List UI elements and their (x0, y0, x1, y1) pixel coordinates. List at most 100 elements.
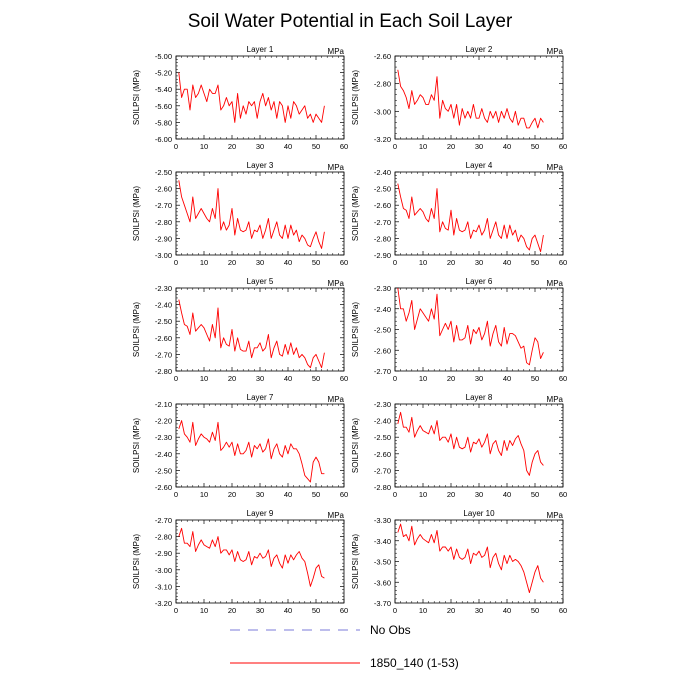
x-tick-label: 20 (447, 606, 455, 615)
y-tick-label: -3.00 (155, 566, 172, 575)
y-tick-label: -2.40 (374, 305, 391, 314)
y-tick-label: -2.70 (155, 201, 172, 210)
x-tick-label: 30 (256, 258, 264, 267)
x-tick-label: 20 (228, 490, 236, 499)
series-line (178, 420, 325, 483)
y-tick-label: -3.10 (155, 582, 172, 591)
y-tick-label: -2.50 (374, 185, 391, 194)
y-tick-label: -5.20 (155, 69, 172, 78)
x-tick-label: 40 (284, 258, 292, 267)
x-tick-label: 50 (312, 490, 320, 499)
x-tick-label: 20 (228, 142, 236, 151)
x-tick-label: 60 (340, 606, 348, 615)
x-tick-label: 10 (419, 490, 427, 499)
y-tick-label: -2.30 (155, 284, 172, 293)
panel-layer-1: Layer 1 MPa SOILPSI (MPa) 0 10 20 30 40 50 60 -5.0… (132, 45, 348, 151)
y-tick-label: -3.30 (374, 516, 391, 525)
y-axis-label: SOILPSI (MPa) (351, 186, 360, 241)
x-tick-label: 60 (559, 142, 567, 151)
x-tick-label: 40 (284, 606, 292, 615)
panel-title: Layer 2 (466, 45, 493, 54)
y-axis-label: SOILPSI (MPa) (132, 70, 141, 125)
panel-layer-4: Layer 4 MPa SOILPSI (MPa) 0 10 20 30 40 50 60 -2.4… (351, 161, 567, 267)
y-tick-label: -2.40 (374, 417, 391, 426)
y-tick-label: -6.00 (155, 135, 172, 144)
x-tick-label: 30 (475, 142, 483, 151)
plot-frame (394, 519, 564, 604)
x-tick-label: 60 (340, 490, 348, 499)
plot-frame (394, 403, 564, 488)
x-tick-label: 40 (284, 490, 292, 499)
unit-label: MPa (328, 163, 345, 172)
x-tick-label: 30 (256, 374, 264, 383)
y-tick-label: -2.30 (155, 433, 172, 442)
unit-label: MPa (328, 395, 345, 404)
x-tick-label: 0 (174, 490, 178, 499)
series-line (178, 180, 325, 249)
y-tick-label: -2.80 (155, 533, 172, 542)
y-tick-label: -2.70 (374, 466, 391, 475)
x-tick-label: 50 (531, 142, 539, 151)
panel-layer-5: Layer 5 MPa SOILPSI (MPa) 0 10 20 30 40 50 60 -2.3… (132, 277, 348, 383)
x-tick-label: 30 (475, 490, 483, 499)
x-tick-label: 0 (393, 374, 397, 383)
panel-title: Layer 1 (247, 45, 274, 54)
y-axis-label: SOILPSI (MPa) (351, 418, 360, 473)
y-tick-label: -3.70 (374, 599, 391, 608)
y-tick-label: -2.40 (374, 168, 391, 177)
legend: No Obs 1850_140 (1-53) (230, 623, 459, 670)
unit-label: MPa (547, 279, 564, 288)
y-tick-label: -2.20 (155, 417, 172, 426)
x-tick-label: 30 (256, 142, 264, 151)
y-tick-label: -5.80 (155, 118, 172, 127)
x-tick-label: 40 (503, 606, 511, 615)
x-tick-label: 20 (447, 142, 455, 151)
series-line (397, 523, 544, 594)
y-axis-label: SOILPSI (MPa) (351, 302, 360, 357)
panel-title: Layer 3 (247, 161, 274, 170)
x-tick-label: 20 (228, 374, 236, 383)
unit-label: MPa (547, 47, 564, 56)
panel-title: Layer 8 (466, 393, 493, 402)
y-tick-label: -5.00 (155, 52, 172, 61)
x-tick-label: 60 (559, 606, 567, 615)
panel-grid: Layer 1 MPa SOILPSI (MPa) 0 10 20 30 40 50 60 -5.0… (132, 45, 567, 615)
series-line (397, 183, 544, 253)
x-tick-label: 60 (340, 374, 348, 383)
x-tick-label: 20 (228, 606, 236, 615)
panel-layer-8: Layer 8 MPa SOILPSI (MPa) 0 10 20 30 40 50 60 -2.3… (351, 393, 567, 499)
series-line (178, 72, 325, 123)
x-tick-label: 10 (419, 258, 427, 267)
panel-title: Layer 5 (247, 277, 274, 286)
x-tick-label: 30 (475, 258, 483, 267)
y-tick-label: -2.60 (155, 334, 172, 343)
panel-layer-10: Layer 10 MPa SOILPSI (MPa) 0 10 20 30 40 50 60 -3.… (351, 509, 567, 615)
unit-label: MPa (328, 279, 345, 288)
y-tick-label: -2.80 (374, 483, 391, 492)
plot-frame (394, 287, 564, 372)
y-axis-label: SOILPSI (MPa) (351, 534, 360, 589)
x-tick-label: 20 (228, 258, 236, 267)
series-line (397, 287, 544, 366)
panel-title: Layer 4 (466, 161, 493, 170)
y-tick-label: -5.40 (155, 85, 172, 94)
y-tick-label: -2.40 (155, 450, 172, 459)
legend-obs-label: No Obs (370, 623, 411, 637)
x-tick-label: 60 (559, 374, 567, 383)
y-tick-label: -2.80 (374, 234, 391, 243)
y-tick-label: -2.30 (374, 400, 391, 409)
y-tick-label: -2.80 (155, 218, 172, 227)
y-tick-label: -2.60 (155, 185, 172, 194)
y-tick-label: -2.50 (374, 433, 391, 442)
legend-model-label: 1850_140 (1-53) (370, 656, 459, 670)
x-tick-label: 40 (503, 258, 511, 267)
y-tick-label: -3.00 (374, 107, 391, 116)
plot-frame (175, 403, 345, 488)
x-tick-label: 10 (419, 606, 427, 615)
plot-frame (175, 55, 345, 140)
series-line (178, 527, 325, 587)
x-tick-label: 40 (503, 374, 511, 383)
x-tick-label: 40 (284, 374, 292, 383)
x-tick-label: 10 (200, 142, 208, 151)
y-tick-label: -3.40 (374, 537, 391, 546)
